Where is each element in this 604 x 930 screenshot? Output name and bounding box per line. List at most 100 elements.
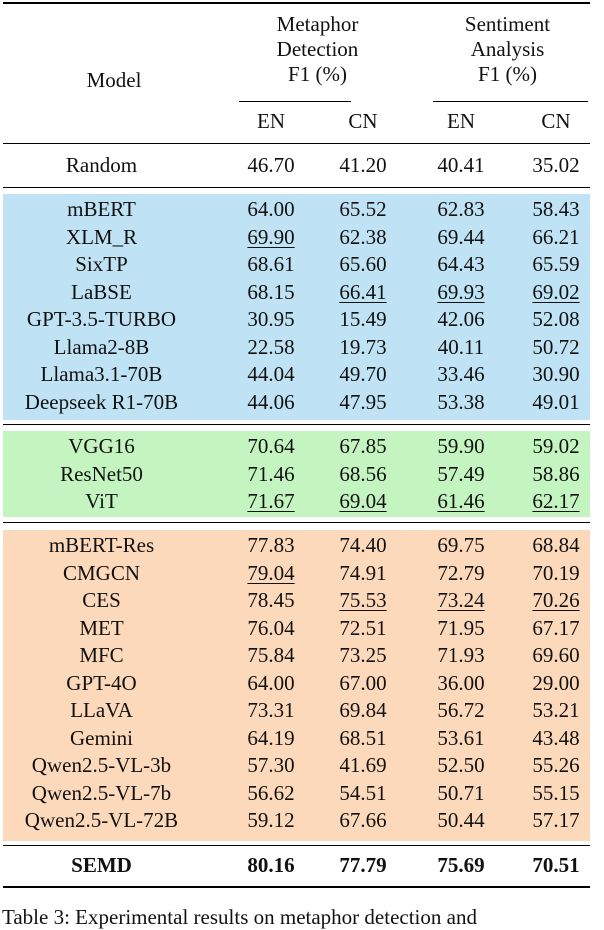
table-row: mBERT-Res 77.83 74.40 69.75 68.84	[0, 532, 604, 560]
model-name: Qwen2.5-VL-3b	[31, 753, 172, 777]
score-value: 50.44	[437, 808, 485, 832]
score-cell: 54.51	[317, 780, 409, 808]
score-cell: 29.00	[511, 670, 601, 698]
score-value: 59.12	[247, 808, 295, 832]
score-cell: 36.00	[411, 670, 511, 698]
score-value: 29.00	[532, 670, 580, 695]
table-row: GPT-3.5-TURBO 30.95 15.49 42.06 52.08	[0, 306, 604, 334]
score-cell: 73.25	[317, 642, 409, 670]
score-cell: 62.38	[317, 224, 409, 252]
multimodal-models-band	[3, 530, 590, 841]
score-value: 56.72	[437, 698, 485, 722]
score-value: 41.69	[339, 753, 387, 777]
table-row: VGG16 70.64 67.85 59.90 59.02	[0, 433, 604, 461]
score-value: 53.21	[532, 698, 580, 722]
score-cell: 69.84	[317, 697, 409, 725]
score-value: 57.17	[532, 808, 580, 832]
score-value: 71.46	[247, 461, 295, 486]
score-cell: 59.90	[411, 433, 511, 461]
metaphor-group-rule	[239, 101, 351, 102]
model-name: mBERT-Res	[48, 533, 155, 557]
score-cell: 49.01	[511, 389, 601, 417]
score-value: 68.15	[247, 279, 295, 304]
score-value: 64.19	[247, 725, 295, 750]
score-value: 73.24	[437, 588, 485, 612]
score-value: 65.59	[532, 252, 580, 276]
score-value: 69.93	[437, 279, 485, 304]
score-cell: 69.02	[511, 279, 601, 307]
sentiment-group-rule	[433, 101, 588, 102]
score-cell: 69.75	[411, 532, 511, 560]
lang-header: CN	[541, 109, 571, 133]
score-cell: 69.04	[317, 488, 409, 516]
table-row: ViT 71.67 69.04 61.46 62.17	[0, 488, 604, 516]
table-row: Qwen2.5-VL-3b 57.30 41.69 52.50 55.26	[0, 752, 604, 780]
score-value: 65.52	[339, 197, 387, 221]
table-row: XLM_R 69.90 62.38 69.44 66.21	[0, 224, 604, 252]
score-cell: 50.72	[511, 334, 601, 362]
score-cell: 53.38	[411, 389, 511, 417]
model-name: Qwen2.5-VL-7b	[31, 780, 172, 805]
score-cell: 67.00	[317, 670, 409, 698]
model-column-header: Model	[86, 68, 142, 92]
model-name: GPT-3.5-TURBO	[26, 307, 177, 331]
score-value: 67.00	[339, 670, 387, 695]
score-value: 33.46	[437, 362, 485, 386]
score-cell: 69.44	[411, 224, 511, 252]
score-value: 15.49	[339, 307, 387, 331]
score-cell: 64.43	[411, 251, 511, 279]
model-name: Llama3.1-70B	[40, 362, 163, 386]
score-value: 61.46	[437, 489, 485, 513]
model-name: CES	[82, 588, 121, 612]
score-cell: 76.04	[225, 615, 317, 643]
model-name: VGG16	[68, 434, 135, 458]
score-value: 66.21	[532, 224, 580, 249]
score-cell: 61.46	[411, 488, 511, 516]
score-cell: 74.91	[317, 560, 409, 588]
score-value: 59.90	[437, 434, 485, 458]
score-value: 58.86	[532, 461, 580, 486]
score-cell: 43.48	[511, 725, 601, 753]
score-cell: 75.84	[225, 642, 317, 670]
score-cell: 66.41	[317, 279, 409, 307]
score-value: 69.84	[339, 698, 387, 722]
model-name: LaBSE	[71, 279, 132, 304]
score-cell: 56.62	[225, 780, 317, 808]
score-cell: 40.41	[437, 153, 485, 177]
metaphor-header: Metaphor Detection F1 (%)	[225, 12, 410, 87]
score-value: 68.51	[339, 725, 387, 750]
model-name: LLaVA	[70, 698, 133, 722]
model-name: GPT-4O	[66, 670, 137, 695]
text-models-band	[3, 194, 590, 420]
table-row: MET 76.04 72.51 71.95 67.17	[0, 615, 604, 643]
table-row: Qwen2.5-VL-72B 59.12 67.66 50.44 57.17	[0, 807, 604, 835]
score-cell: 68.61	[225, 251, 317, 279]
score-value: 70.19	[532, 560, 580, 585]
score-cell: 46.70	[247, 153, 295, 177]
sentiment-header-line: F1 (%)	[478, 62, 537, 86]
sentiment-header: Sentiment Analysis F1 (%)	[415, 12, 600, 87]
score-cell: 71.93	[411, 642, 511, 670]
score-cell: 71.46	[225, 461, 317, 489]
score-cell: 53.21	[511, 697, 601, 725]
score-cell: 19.73	[317, 334, 409, 362]
model-name: MET	[79, 615, 124, 640]
score-cell: 57.49	[411, 461, 511, 489]
score-cell: 58.86	[511, 461, 601, 489]
table-row: Deepseek R1-70B 44.06 47.95 53.38 49.01	[0, 389, 604, 417]
score-value: 47.95	[339, 389, 387, 414]
table-row: Gemini 64.19 68.51 53.61 43.48	[0, 725, 604, 753]
score-value: 52.50	[437, 753, 485, 777]
score-cell: 70.51	[532, 853, 580, 877]
score-value: 56.62	[247, 780, 295, 805]
score-cell: 53.61	[411, 725, 511, 753]
score-value: 53.38	[437, 389, 485, 414]
score-cell: 62.17	[511, 488, 601, 516]
score-value: 64.00	[247, 670, 295, 695]
score-value: 78.45	[247, 588, 295, 612]
random-row: Random 46.70 41.20 40.41 35.02	[0, 152, 604, 180]
bottom-rule	[3, 886, 590, 888]
score-cell: 64.19	[225, 725, 317, 753]
score-cell: 77.79	[339, 853, 387, 877]
score-value: 71.95	[437, 615, 485, 640]
